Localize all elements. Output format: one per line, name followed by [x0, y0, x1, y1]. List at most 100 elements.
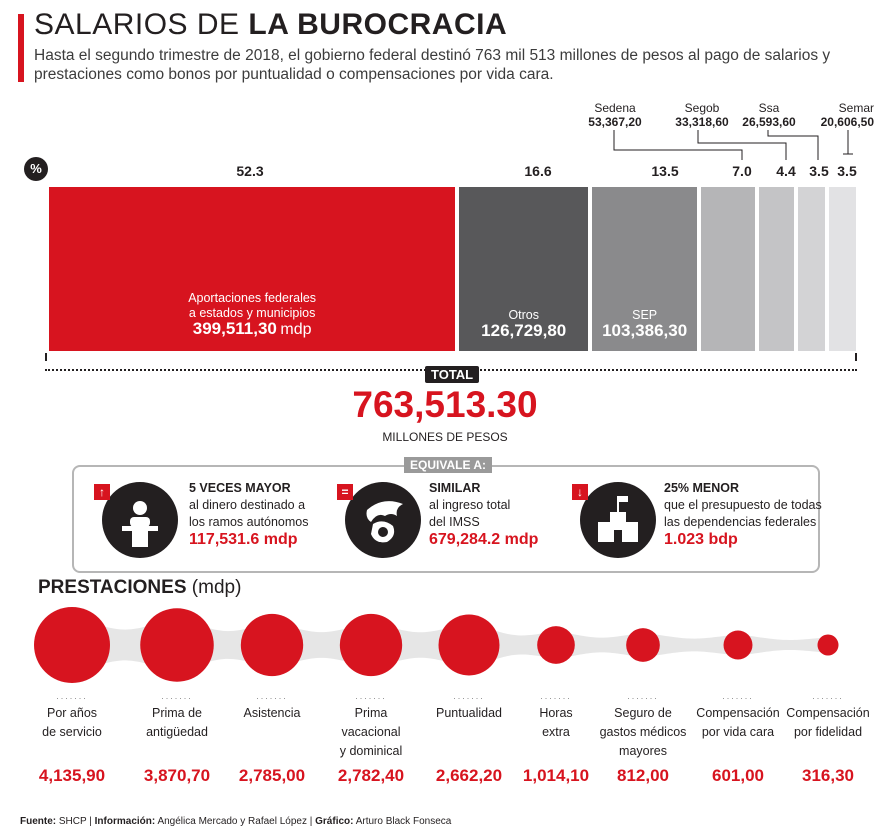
- bar-sedena: [701, 187, 756, 351]
- bar-aportaciones: Aportaciones federales a estados y munic…: [49, 187, 456, 351]
- prestacion-label-line: y dominical: [339, 744, 403, 758]
- aportaciones-unit: mdp: [280, 321, 312, 338]
- prestacion-label-line: Prima: [354, 706, 388, 720]
- prestacion-value: 3,870,70: [143, 766, 211, 785]
- prestacion-bubble: [240, 613, 304, 677]
- footer-credits: Fuente: SHCP | Información: Angélica Mer…: [20, 816, 452, 827]
- prestacion-value: 316,30: [802, 766, 854, 785]
- prestacion-label-line: por fidelidad: [793, 725, 863, 739]
- prestacion-value: 2,662,20: [435, 766, 503, 785]
- title-accent-rule: [18, 14, 24, 82]
- otros-value: 126,729,80: [481, 321, 567, 340]
- prestacion-label-line: antigüedad: [146, 725, 208, 739]
- footer-info-label: Información:: [94, 816, 156, 827]
- pct-ssa: 3.5: [809, 163, 829, 179]
- bar-otros-text: Otros 126,729,80: [459, 308, 588, 340]
- otros-label: Otros: [508, 308, 539, 322]
- label-segob-value: 33,318,60: [675, 115, 729, 129]
- connector-sedena: [613, 130, 743, 160]
- prestacion-value: 601,00: [712, 766, 764, 785]
- pct-sedena: 7.0: [732, 163, 752, 179]
- label-segob: Segob 33,318,60: [667, 101, 737, 129]
- total-badge: TOTAL: [425, 366, 480, 383]
- equivale-2-value: 679,284.2 mdp: [429, 531, 539, 548]
- equivale-1-line1: al dinero destinado a: [189, 498, 306, 512]
- prestaciones-title-text: PRESTACIONES: [38, 577, 187, 598]
- bar-otros: Otros 126,729,80: [459, 187, 589, 351]
- label-ssa: Ssa 26,593,60: [734, 101, 804, 129]
- prestaciones-connector: [556, 630, 643, 660]
- equivale-1-head: 5 VECES MAYOR: [189, 481, 291, 495]
- pct-semar: 3.5: [837, 163, 857, 179]
- equivale-1-value: 117,531.6 mdp: [189, 531, 298, 548]
- prestacion-dots: .......: [627, 691, 659, 701]
- prestacion-dots: .......: [812, 691, 844, 701]
- label-connectors: [613, 130, 853, 160]
- equivale-3-line1: que el presupuesto de todas: [664, 498, 822, 512]
- prestacion-dots: .......: [540, 691, 572, 701]
- page-subtitle: Hasta el segundo trimestre de 2018, el g…: [34, 47, 831, 83]
- prestacion-dots: .......: [355, 691, 387, 701]
- connector-segob: [697, 130, 787, 160]
- title-light: SALARIOS DE: [34, 8, 240, 41]
- equivale-3-head: 25% MENOR: [664, 481, 740, 495]
- sep-label: SEP: [632, 308, 658, 322]
- prestacion-bubble: [537, 626, 575, 664]
- government-building-icon: [580, 482, 656, 558]
- label-semar-name: Semar: [838, 101, 874, 115]
- prestacion-dots: .......: [161, 691, 193, 701]
- label-segob-name: Segob: [684, 101, 720, 115]
- podium-speaker-icon: [102, 482, 178, 558]
- total-value: 763,513.30: [352, 384, 538, 425]
- page-title: SALARIOS DE LA BUROCRACIA: [34, 8, 507, 42]
- footer-fuente-label: Fuente:: [20, 816, 57, 827]
- footer-grafico: Arturo Black Fonseca: [355, 816, 452, 827]
- prestacion-dots: .......: [722, 691, 754, 701]
- pct-aportaciones: 52.3: [236, 163, 264, 179]
- prestacion-dots: .......: [256, 691, 288, 701]
- prestaciones-title: PRESTACIONES (mdp): [38, 577, 241, 599]
- prestacion-label-line: por vida cara: [701, 725, 775, 739]
- prestacion-dots: .......: [56, 691, 88, 701]
- footer-grafico-label: Gráfico:: [315, 816, 354, 827]
- label-sedena-value: 53,367,20: [588, 115, 642, 129]
- imss-eagle-icon: [345, 482, 421, 558]
- bar-sep-text: SEP 103,386,30: [592, 308, 697, 340]
- label-ssa-name: Ssa: [758, 101, 780, 115]
- prestacion-value: 2,785,00: [238, 766, 306, 785]
- prestaciones-unit: (mdp): [191, 577, 242, 598]
- prestacion-label: Compensación por fidelidad: [778, 704, 878, 742]
- connector-ssa: [767, 130, 819, 160]
- bar-aportaciones-text: Aportaciones federales a estados y munic…: [49, 291, 455, 338]
- prestacion-label-line: Asistencia: [243, 706, 301, 720]
- title-bold: LA BUROCRACIA: [248, 8, 508, 41]
- equivale-badge: EQUIVALE A:: [404, 457, 493, 473]
- prestacion-bubble: [140, 608, 214, 682]
- prestacion-label: Puntualidad: [419, 704, 519, 723]
- prestacion-label: Horas extra: [506, 704, 606, 742]
- prestacion-label: Compensación por vida cara: [688, 704, 788, 742]
- prestacion-label-line: gastos médicos: [599, 725, 687, 739]
- equivale-2-head: SIMILAR: [429, 481, 481, 495]
- equivale-2-line1: al ingreso total: [429, 498, 511, 512]
- prestacion-bubble: [438, 614, 500, 676]
- aportaciones-value: 399,511,30: [192, 319, 277, 338]
- prestacion-label: Seguro de gastos médicos mayores: [593, 704, 693, 761]
- arrow-down-icon: ↓: [572, 484, 588, 500]
- equivale-item-2: SIMILAR al ingreso total del IMSS 679,28…: [429, 480, 538, 548]
- pct-segob: 4.4: [776, 163, 796, 179]
- prestacion-bubble: [723, 630, 753, 660]
- equivale-3-value: 1.023 bdp: [664, 531, 738, 548]
- pct-sep: 13.5: [651, 163, 679, 179]
- equals-icon: =: [337, 484, 353, 500]
- label-ssa-value: 26,593,60: [742, 115, 796, 129]
- aportaciones-line2: a estados y municipios: [188, 306, 316, 320]
- label-sedena-name: Sedena: [594, 101, 636, 115]
- equivale-1-line2: los ramos autónomos: [189, 515, 309, 529]
- prestacion-label-line: Compensación: [696, 706, 780, 720]
- sep-value: 103,386,30: [602, 321, 688, 340]
- prestacion-label-line: Prima de: [151, 706, 203, 720]
- percent-icon: %: [24, 157, 48, 181]
- prestacion-label-line: extra: [542, 725, 570, 739]
- bar-sep: SEP 103,386,30: [592, 187, 698, 351]
